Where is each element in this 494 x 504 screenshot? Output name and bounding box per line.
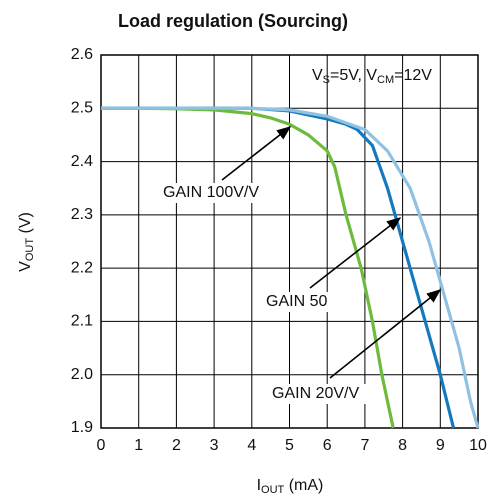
label-bg <box>263 292 337 312</box>
y-axis-label: VOUT (V) <box>17 212 36 272</box>
series-line <box>101 106 480 429</box>
arrow <box>309 217 402 289</box>
text-part: (V) <box>17 212 34 238</box>
text-part: S <box>323 74 330 86</box>
text-part: V <box>312 67 323 84</box>
x-tick-label: 8 <box>398 437 407 454</box>
x-tick-label: 5 <box>285 437 294 454</box>
series-label: GAIN 50 <box>266 293 327 310</box>
y-tick-label: 2.0 <box>71 366 93 383</box>
series-label: GAIN 20V/V <box>272 385 359 402</box>
y-tick-label: 1.9 <box>71 419 93 436</box>
text-part: OUT <box>24 238 36 262</box>
x-tick-label: 7 <box>360 437 369 454</box>
plot-frame <box>100 54 479 429</box>
x-axis-label: IOUT (mA) <box>257 477 324 496</box>
text-part: V <box>17 261 34 272</box>
x-tick-label: 4 <box>247 437 256 454</box>
annotation: VS=5V, VCM=12V <box>312 67 432 86</box>
x-tick-label: 10 <box>469 437 487 454</box>
chart-title: Load regulation (Sourcing) <box>118 11 348 31</box>
text-part: =5V, V <box>330 67 377 84</box>
y-tick-label: 2.5 <box>71 100 93 117</box>
series-label: GAIN 100V/V <box>163 184 259 201</box>
text-part: I <box>257 477 261 494</box>
arrow <box>221 126 292 181</box>
y-tick-label: 2.1 <box>71 313 93 330</box>
text-part: =12V <box>394 67 432 84</box>
text-part: OUT <box>261 484 285 496</box>
x-tick-label: 9 <box>436 437 445 454</box>
arrow <box>329 289 442 379</box>
label-bg <box>269 384 371 404</box>
y-tick-label: 2.3 <box>71 206 93 223</box>
x-tick-label: 2 <box>172 437 181 454</box>
x-tick-label: 6 <box>323 437 332 454</box>
text-part: (mA) <box>284 477 323 494</box>
x-tick-label: 1 <box>134 437 143 454</box>
label-bg <box>160 183 272 203</box>
y-tick-label: 2.4 <box>71 153 93 170</box>
x-tick-label: 0 <box>97 437 106 454</box>
y-tick-label: 2.6 <box>71 46 93 63</box>
y-tick-label: 2.2 <box>71 259 93 276</box>
x-tick-label: 3 <box>210 437 219 454</box>
text-part: CM <box>377 74 394 86</box>
